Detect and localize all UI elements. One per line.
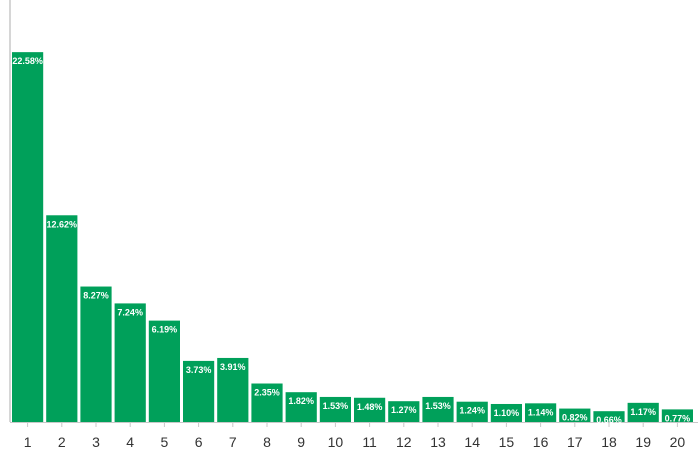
bar-data-label: 1.10% [494, 408, 520, 418]
bar-data-label: 1.53% [425, 401, 451, 411]
bar-data-label: 0.66% [596, 415, 622, 425]
bar-17[interactable] [559, 408, 591, 422]
x-tick-label: 17 [567, 434, 583, 450]
x-tick-label: 5 [161, 434, 169, 450]
bar-9[interactable] [285, 392, 317, 422]
x-tick-label: 3 [92, 434, 100, 450]
x-tick-label: 20 [670, 434, 686, 450]
bar-5[interactable] [148, 320, 180, 422]
data-labels-layer: 22.58% 12.62% 8.27% 7.24% 6.19% 3.73% 3.91% 2.3… [12, 56, 690, 425]
bar-12[interactable] [388, 401, 420, 422]
bar-data-label: 0.77% [665, 413, 691, 423]
bar-data-label: 1.24% [459, 406, 485, 416]
x-tick-label: 6 [195, 434, 203, 450]
x-tick-label: 1 [24, 434, 32, 450]
bar-data-label: 12.62% [47, 219, 78, 229]
x-tick-label: 12 [396, 434, 412, 450]
x-tick-label: 2 [58, 434, 66, 450]
x-tick-label: 7 [229, 434, 237, 450]
bar-3[interactable] [80, 286, 112, 422]
bar-20[interactable] [661, 409, 693, 422]
bar-16[interactable] [525, 403, 557, 422]
bar-15[interactable] [490, 403, 522, 422]
bar-data-label: 6.19% [152, 325, 178, 335]
bar-13[interactable] [422, 396, 454, 422]
bar-11[interactable] [354, 397, 386, 422]
bar-1[interactable] [12, 52, 44, 422]
bar-data-label: 3.73% [186, 365, 212, 375]
bar-data-label: 22.58% [12, 56, 43, 66]
x-tick-label: 19 [635, 434, 651, 450]
x-tick-label: 16 [533, 434, 549, 450]
bar-data-label: 7.24% [117, 307, 143, 317]
bars-layer [12, 52, 693, 422]
x-tick-label: 14 [464, 434, 480, 450]
bar-data-label: 1.27% [391, 405, 417, 415]
bar-data-label: 0.82% [562, 413, 588, 423]
bar-6[interactable] [183, 360, 215, 422]
bar-data-label: 1.17% [630, 407, 656, 417]
bar-4[interactable] [114, 303, 146, 422]
x-tick-label: 11 [362, 434, 377, 450]
x-tick-label: 4 [126, 434, 134, 450]
bar-data-label: 1.48% [357, 402, 383, 412]
bar-8[interactable] [251, 383, 283, 422]
x-tick-label: 15 [499, 434, 515, 450]
bar-19[interactable] [627, 402, 659, 422]
bar-data-label: 1.82% [288, 396, 314, 406]
bar-18[interactable] [593, 411, 625, 422]
bar-data-label: 3.91% [220, 362, 246, 372]
x-tick-label: 8 [263, 434, 271, 450]
bar-2[interactable] [46, 215, 78, 422]
x-tick-label: 10 [328, 434, 344, 450]
bar-data-label: 1.14% [528, 407, 554, 417]
axis-layer [9, 0, 698, 427]
bar-7[interactable] [217, 357, 249, 422]
bar-data-label: 8.27% [83, 291, 109, 301]
x-tick-label: 13 [430, 434, 446, 450]
x-tick-labels-layer: 1 2 3 4 5 6 7 8 9 10 11 12 13 14 15 16 17 18 19 20 [24, 434, 686, 450]
bar-data-label: 2.35% [254, 388, 280, 398]
bar-14[interactable] [456, 401, 488, 422]
bar-data-label: 1.53% [323, 401, 349, 411]
x-tick-label: 9 [297, 434, 305, 450]
bar-10[interactable] [319, 396, 351, 422]
x-tick-label: 18 [601, 434, 617, 450]
